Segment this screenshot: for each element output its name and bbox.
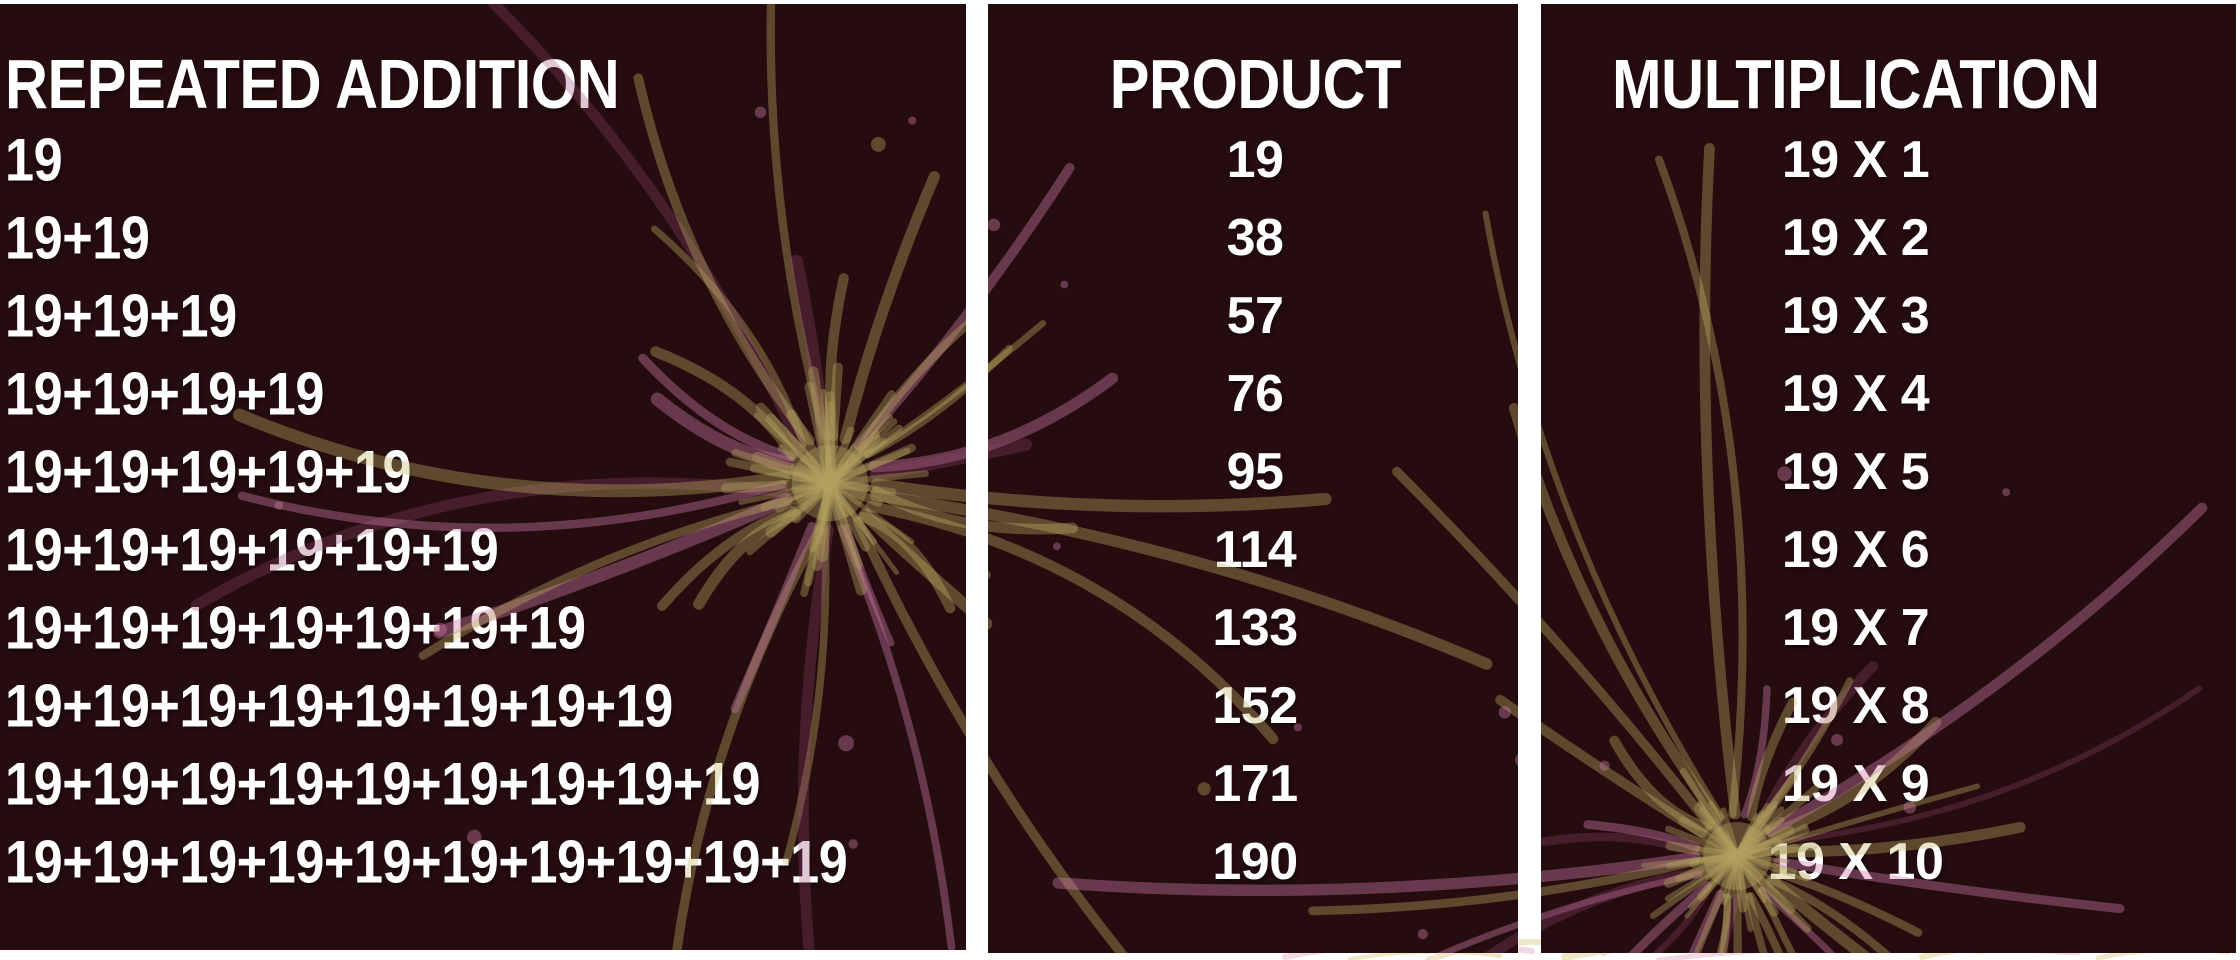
repeated-addition-row-text: 19+19+19+19+19 xyxy=(5,438,412,506)
repeated-addition-row-text: 19+19+19+19+19+19+19+19+19+19 xyxy=(5,828,848,896)
panel-repeated-addition xyxy=(0,4,966,950)
repeated-addition-row-text: 19+19+19+19+19+19+19+19+19 xyxy=(5,750,761,818)
product-header: PRODUCT xyxy=(990,44,1520,124)
repeated-addition-header: REPEATED ADDITION xyxy=(5,44,728,124)
repeated-addition-row-text: 19+19+19+19+19+19 xyxy=(5,516,499,584)
product-value-text: 19 xyxy=(1226,131,1284,189)
product-value-10: 190 xyxy=(990,832,1520,892)
repeated-addition-row-text: 19+19 xyxy=(5,204,150,272)
multiplication-header-text: MULTIPLICATION xyxy=(1611,45,2100,123)
multiplication-row-10: 19 X 10 xyxy=(1508,832,2203,892)
repeated-addition-row-text: 19+19+19 xyxy=(5,282,237,350)
product-value-6: 114 xyxy=(990,520,1520,580)
product-value-7: 133 xyxy=(990,598,1520,658)
product-value-9: 171 xyxy=(990,754,1520,814)
panel-product xyxy=(988,4,1518,953)
product-value-text: 114 xyxy=(1213,521,1297,579)
product-value-4: 76 xyxy=(990,364,1520,424)
repeated-addition-row-2: 19+19 xyxy=(5,204,171,273)
repeated-addition-row-5: 19+19+19+19+19 xyxy=(5,438,472,507)
multiplication-row-text: 19 X 3 xyxy=(1781,287,1930,345)
multiplication-row-text: 19 X 2 xyxy=(1781,209,1930,267)
product-value-text: 76 xyxy=(1226,365,1284,423)
multiplication-row-text: 19 X 10 xyxy=(1767,833,1944,891)
product-value-text: 171 xyxy=(1212,755,1298,813)
multiplication-row-text: 19 X 1 xyxy=(1781,131,1930,189)
repeated-addition-row-4: 19+19+19+19 xyxy=(5,360,372,429)
multiplication-row-6: 19 X 6 xyxy=(1508,520,2203,580)
repeated-addition-row-text: 19 xyxy=(5,126,63,194)
multiplication-row-5: 19 X 5 xyxy=(1508,442,2203,502)
multiplication-row-text: 19 X 4 xyxy=(1781,365,1930,423)
multiplication-row-1: 19 X 1 xyxy=(1508,130,2203,190)
repeated-addition-row-1: 19 xyxy=(5,126,71,195)
repeated-addition-row-7: 19+19+19+19+19+19+19 xyxy=(5,594,672,663)
product-value-text: 152 xyxy=(1212,677,1298,735)
product-header-text: PRODUCT xyxy=(1109,45,1401,123)
repeated-addition-row-3: 19+19+19 xyxy=(5,282,271,351)
repeated-addition-row-8: 19+19+19+19+19+19+19+19 xyxy=(5,672,773,741)
product-value-text: 38 xyxy=(1226,209,1284,267)
product-value-5: 95 xyxy=(990,442,1520,502)
multiplication-row-3: 19 X 3 xyxy=(1508,286,2203,346)
multiplication-row-text: 19 X 9 xyxy=(1781,755,1930,813)
product-value-3: 57 xyxy=(990,286,1520,346)
multiplication-row-7: 19 X 7 xyxy=(1508,598,2203,658)
product-value-1: 19 xyxy=(990,130,1520,190)
repeated-addition-row-9: 19+19+19+19+19+19+19+19+19 xyxy=(5,750,873,819)
product-value-text: 57 xyxy=(1226,287,1284,345)
multiplication-header: MULTIPLICATION xyxy=(1508,44,2203,124)
repeated-addition-row-10: 19+19+19+19+19+19+19+19+19+19 xyxy=(5,828,973,897)
product-value-8: 152 xyxy=(990,676,1520,736)
panel-multiplication xyxy=(1541,4,2236,953)
product-value-text: 190 xyxy=(1212,833,1298,891)
product-value-text: 133 xyxy=(1212,599,1298,657)
product-value-text: 95 xyxy=(1226,443,1284,501)
multiplication-row-text: 19 X 8 xyxy=(1781,677,1930,735)
repeated-addition-row-text: 19+19+19+19+19+19+19 xyxy=(5,594,586,662)
multiplication-row-9: 19 X 9 xyxy=(1508,754,2203,814)
multiplication-row-text: 19 X 5 xyxy=(1781,443,1930,501)
repeated-addition-row-6: 19+19+19+19+19+19 xyxy=(5,516,572,585)
multiplication-row-text: 19 X 6 xyxy=(1781,521,1930,579)
multiplication-row-2: 19 X 2 xyxy=(1508,208,2203,268)
multiplication-row-text: 19 X 7 xyxy=(1781,599,1930,657)
repeated-addition-row-text: 19+19+19+19 xyxy=(5,360,324,428)
multiplication-row-8: 19 X 8 xyxy=(1508,676,2203,736)
repeated-addition-header-text: REPEATED ADDITION xyxy=(5,45,620,123)
product-value-2: 38 xyxy=(990,208,1520,268)
repeated-addition-row-text: 19+19+19+19+19+19+19+19 xyxy=(5,672,673,740)
multiplication-row-4: 19 X 4 xyxy=(1508,364,2203,424)
